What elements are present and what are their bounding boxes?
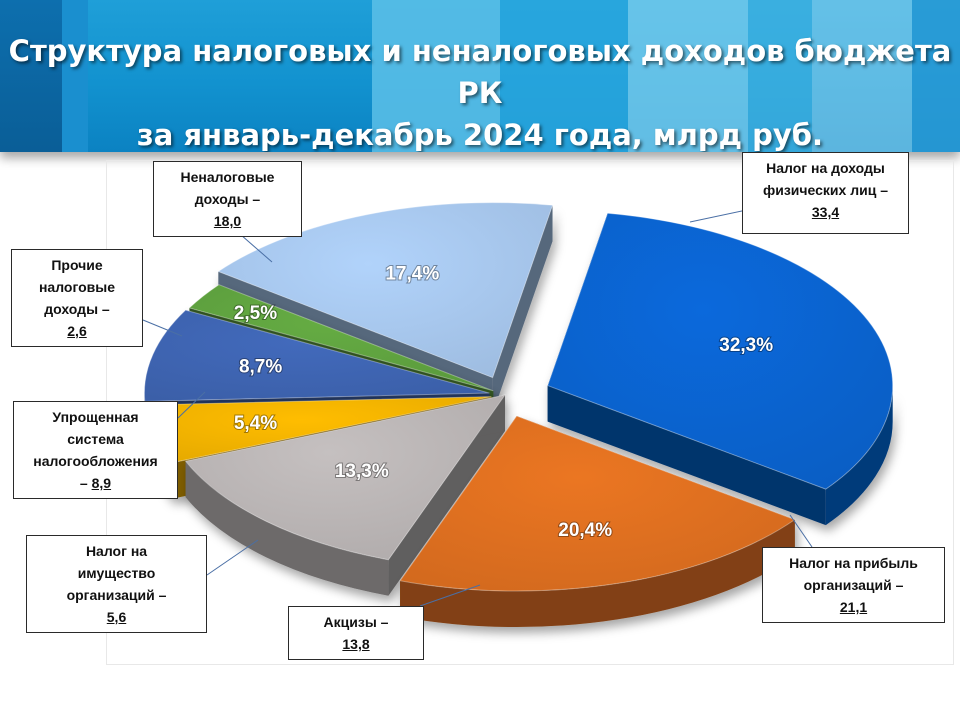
slice-percent-label: 5,4% xyxy=(234,413,277,434)
callout-value: 13,8 xyxy=(342,636,370,652)
callout-value: 2,6 xyxy=(67,323,87,339)
callout-line: 13,8 xyxy=(295,633,417,655)
callout-line: – 8,9 xyxy=(79,475,112,491)
callout-line: доходы – xyxy=(194,191,261,207)
slice-percent-label: 13,3% xyxy=(335,461,389,482)
callout-1: Налог на прибыль организаций – 21,1 xyxy=(762,547,945,623)
slice-percent-label: 20,4% xyxy=(558,520,612,541)
callout-line: Акцизы – xyxy=(323,614,389,630)
slice-wall-0 xyxy=(547,385,826,526)
callout-line: 5,6 xyxy=(33,606,200,628)
callout-leader-2 xyxy=(419,584,481,607)
callout-line: организаций – xyxy=(803,577,904,593)
callout-4: Упрощенная система налогообложения – 8,9 xyxy=(13,401,178,499)
callout-line: Налог на прибыль xyxy=(789,555,918,571)
callout-line: имущество xyxy=(77,565,156,581)
callout-leader-4 xyxy=(177,391,206,419)
callout-leader-1 xyxy=(789,514,813,548)
slice-wall-6 xyxy=(492,205,553,414)
pie-slice-0 xyxy=(547,212,894,490)
callout-line: налоговые xyxy=(38,279,116,295)
title-line-2: за январь-декабрь 2024 года, млрд руб. xyxy=(136,118,824,152)
callout-6: Неналоговые доходы – 18,0 xyxy=(153,161,302,237)
callout-line: Упрощенная xyxy=(52,409,139,425)
callout-3: Налог на имущество организаций – 5,6 xyxy=(26,535,207,633)
pie-slice-4 xyxy=(143,309,490,402)
pie-slice-1 xyxy=(399,415,796,592)
banner-stripe xyxy=(748,0,812,152)
callout-value: 21,1 xyxy=(839,599,868,615)
slice-rim-0 xyxy=(825,385,893,526)
page-title: Структура налоговых и неналоговых доходо… xyxy=(0,30,960,152)
callout-value: 33,4 xyxy=(811,204,840,220)
callout-5: Прочие налоговые доходы – 2,6 xyxy=(11,249,143,347)
callout-line: 33,4 xyxy=(749,201,902,223)
banner-stripe xyxy=(628,0,748,152)
callout-line: система xyxy=(67,431,124,447)
callout-value: 8,9 xyxy=(91,475,112,491)
callout-2: Акцизы – 13,8 xyxy=(288,606,424,660)
slice-rim-1 xyxy=(400,519,795,628)
callout-line: 21,1 xyxy=(769,596,938,618)
callout-value: 5,6 xyxy=(106,609,127,625)
callout-line: доходы – xyxy=(44,301,110,317)
slice-wall-2 xyxy=(388,395,505,596)
callout-line: 18,0 xyxy=(160,210,295,232)
banner-stripe xyxy=(812,0,912,152)
callout-line: Неналоговые xyxy=(180,169,275,185)
callout-value: 18,0 xyxy=(213,213,242,229)
callout-0: Налог на доходы физических лиц – 33,4 xyxy=(742,152,909,234)
banner-stripe xyxy=(912,0,960,152)
title-banner: Структура налоговых и неналоговых доходо… xyxy=(0,0,960,152)
callout-line: организаций – xyxy=(66,587,167,603)
pie-slice-2 xyxy=(184,394,507,561)
banner-stripe xyxy=(62,0,88,152)
callout-line: Прочие xyxy=(51,257,103,273)
callout-line: Налог на xyxy=(85,543,148,559)
slice-rim-2 xyxy=(185,461,389,596)
slice-percent-label: 8,7% xyxy=(239,357,282,378)
banner-stripe xyxy=(372,0,500,152)
slice-percent-label: 17,4% xyxy=(385,263,439,284)
slice-percent-label: 32,3% xyxy=(719,335,773,356)
banner-stripe xyxy=(0,0,62,152)
callout-line: 2,6 xyxy=(18,320,136,342)
pie-slice-5 xyxy=(188,284,494,392)
callout-line: налогообложения xyxy=(33,453,158,469)
title-line-1: Структура налоговых и неналоговых доходо… xyxy=(8,34,952,110)
slice-percent-label: 2,5% xyxy=(234,303,277,324)
callout-leader-3 xyxy=(206,539,259,576)
pie-slice-6 xyxy=(217,202,554,379)
callout-line: физических лиц – xyxy=(762,182,888,198)
banner-stripe xyxy=(500,0,628,152)
callout-line: Налог на доходы xyxy=(766,160,885,176)
callout-leader-5 xyxy=(142,319,183,337)
